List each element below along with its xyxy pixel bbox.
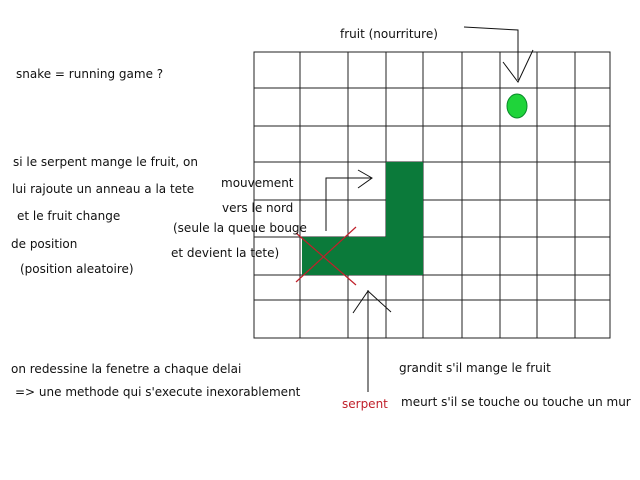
dies-label: meurt s'il se touche ou touche un mur	[401, 395, 631, 409]
title-note: snake = running game ?	[16, 67, 164, 81]
grows-label: grandit s'il mange le fruit	[399, 361, 551, 375]
grid-frame	[253, 51, 611, 339]
movement-line: vers le nord	[222, 201, 294, 215]
game-grid	[253, 51, 611, 339]
movement-line: mouvement	[221, 176, 294, 190]
serpent-arrow-icon	[352, 290, 392, 392]
redraw-line: => une methode qui s'execute inexorablem…	[15, 385, 301, 399]
tail-cross-icon	[295, 226, 357, 286]
serpent-label: serpent	[342, 397, 388, 411]
fruit-icon	[506, 93, 528, 119]
movement-line: (seule la queue bouge	[173, 221, 307, 235]
rule-line: (position aleatoire)	[20, 262, 134, 276]
fruit-arrow-icon	[463, 26, 534, 83]
snake-horizontal-segment	[302, 237, 423, 275]
rule-line: et le fruit change	[17, 209, 121, 223]
redraw-line: on redessine la fenetre a chaque delai	[11, 362, 242, 376]
rule-line: si le serpent mange le fruit, on	[13, 155, 198, 169]
rule-line: lui rajoute un anneau a la tete	[12, 182, 195, 196]
rule-line: de position	[11, 237, 78, 251]
movement-arrow-icon	[325, 169, 373, 231]
movement-line: et devient la tete)	[171, 246, 280, 260]
fruit-label: fruit (nourriture)	[340, 27, 438, 41]
snake-body	[302, 162, 423, 275]
